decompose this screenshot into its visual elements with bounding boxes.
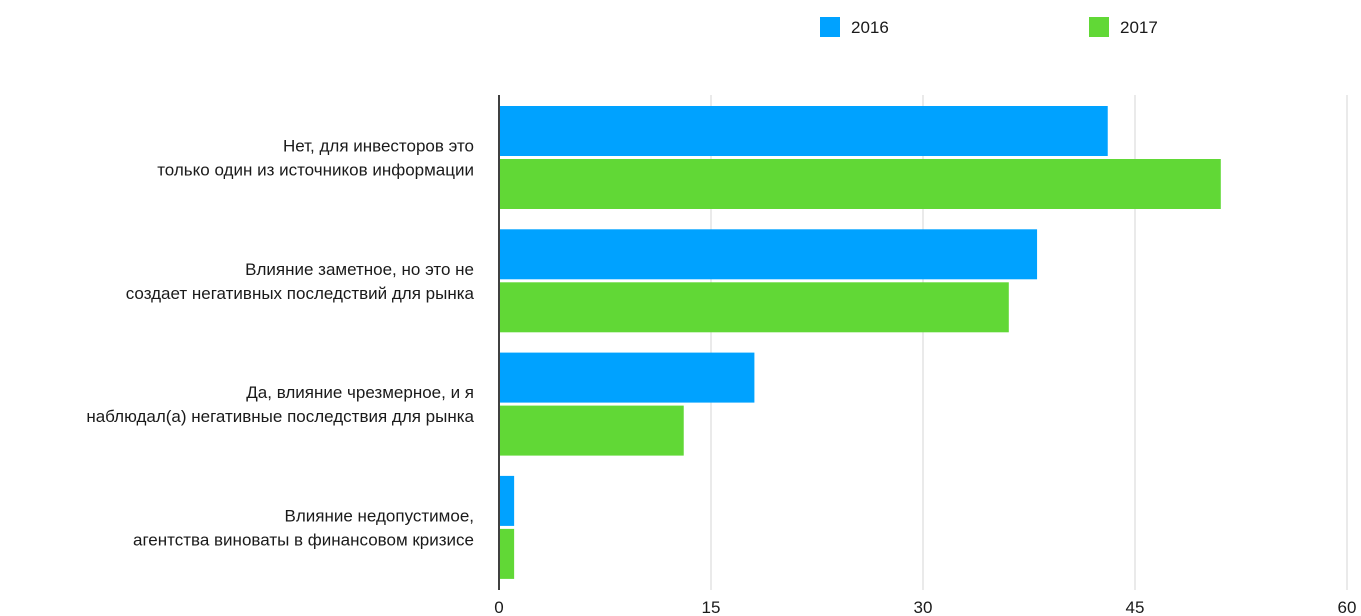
bar-2017-1 xyxy=(500,282,1009,333)
category-label-line: Влияние недопустимое, xyxy=(285,506,474,525)
bar-2016-3 xyxy=(500,475,515,526)
category-label-line: наблюдал(а) негативные последствия для р… xyxy=(86,407,474,426)
bar-2016-1 xyxy=(500,229,1038,280)
category-label: Да, влияние чрезмерное, и я наблюдал(а) н… xyxy=(86,383,474,426)
x-tick-label: 30 xyxy=(914,598,933,616)
bar-2016-2 xyxy=(500,352,755,403)
x-tick-label: 60 xyxy=(1338,598,1357,616)
bar-2016-0 xyxy=(500,106,1108,156)
legend-swatch-2016 xyxy=(820,17,840,37)
category-label-line: Влияние заметное, но это не xyxy=(245,260,474,279)
category-labels: Нет, для инвесторов это только один из ис… xyxy=(86,137,474,550)
legend-swatch-2017 xyxy=(1089,17,1109,37)
x-tick-label: 45 xyxy=(1126,598,1145,616)
legend: 2016 2017 xyxy=(820,17,1158,37)
bars xyxy=(500,106,1221,579)
bar-2017-0 xyxy=(500,159,1221,209)
category-label: Нет, для инвесторов это только один из ис… xyxy=(157,137,474,180)
legend-label-2016: 2016 xyxy=(851,18,889,37)
category-label-line: Да, влияние чрезмерное, и я xyxy=(246,383,474,402)
x-tick-label: 15 xyxy=(702,598,721,616)
x-tick-labels: 0 15 30 45 60 xyxy=(494,598,1356,616)
category-label: Влияние недопустимое, агентства виноваты … xyxy=(133,506,474,549)
category-label-line: Нет, для инвесторов это xyxy=(283,137,474,156)
x-tick-label: 0 xyxy=(494,598,503,616)
category-label-line: агентства виноваты в финансовом кризисе xyxy=(133,530,474,549)
legend-label-2017: 2017 xyxy=(1120,18,1158,37)
category-label-line: создает негативных последствий для рынка xyxy=(126,284,475,303)
bar-2017-2 xyxy=(500,405,684,456)
category-label: Влияние заметное, но это не создает негат… xyxy=(126,260,475,303)
bar-2017-3 xyxy=(500,528,515,579)
category-label-line: только один из источников информации xyxy=(157,161,474,180)
